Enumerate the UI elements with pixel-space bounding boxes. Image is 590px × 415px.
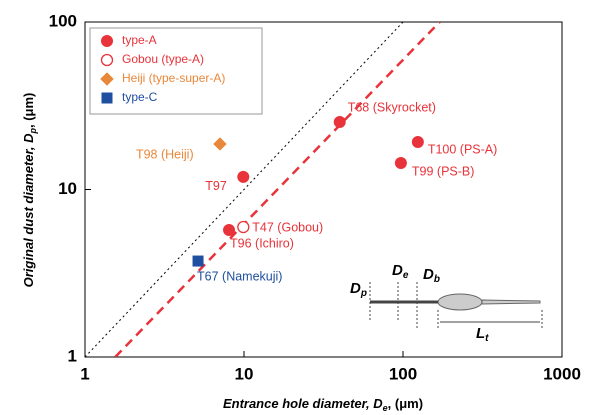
legend-label: Heiji (type-super-A) [122,71,225,85]
inset-sub: p [360,288,367,299]
inset-label: Db [423,266,440,285]
x-tick-label: 100 [389,364,417,383]
point [237,170,250,183]
point-label: T99 (PS-B) [412,164,475,178]
inset-tail [481,299,541,305]
point [411,136,424,149]
inset-bulb [437,293,483,311]
legend-marker [101,35,113,47]
reference-line [114,22,441,357]
x-label-text: Entrance hole diameter, [223,396,373,411]
point-label: T47 (Gobou) [252,220,323,234]
x-tick-label: 10 [235,364,254,383]
point [333,115,346,128]
reference-line [85,22,404,357]
legend-marker [100,53,114,67]
y-label-unit: , (μm) [21,93,36,128]
legend-marker [100,72,114,86]
inset-diagram: Dp De Db Lt [350,262,543,344]
y-tick-label: 100 [49,11,77,30]
x-label-symbol: D [373,396,383,411]
inset-label: Dp [350,280,367,299]
legend-label: Gobou (type-A) [122,52,204,66]
point [213,137,227,151]
point-label: T67 (Namekuji) [197,269,282,283]
x-axis-label: Entrance hole diameter, De, (μm) [223,396,423,413]
y-tick-label: 1 [68,346,77,365]
point [223,224,236,237]
x-tick-label: 1000 [543,364,581,383]
inset-label: Lt [476,325,489,344]
point [192,255,204,267]
inset-sub: b [434,274,440,285]
y-label-text: Original dust diameter, [21,143,36,287]
point-label: T97 [205,179,227,193]
inset-symbol: D [350,280,361,297]
inset-symbol: D [392,262,403,279]
y-tick-label: 10 [58,179,77,198]
legend-label: type-A [122,33,157,47]
y-label-sub: p [28,128,38,135]
inset-sub: e [403,270,409,281]
legend-box [89,27,263,115]
legend-label: type-C [122,90,158,104]
x-tick-label: 1 [80,364,89,383]
x-label-sub: e [383,403,388,413]
inset-sub: t [485,333,489,344]
inset-label: De [392,262,409,281]
y-label-symbol: D [21,133,36,143]
x-label-unit: , (μm) [388,396,423,411]
point-label: T98 (Heiji) [136,147,194,161]
point-label: T100 (PS-A) [428,142,497,156]
y-axis-label: Original dust diameter, Dp, (μm) [21,93,38,288]
inset-symbol: L [476,325,485,342]
inset-symbol: D [423,266,434,283]
point [237,220,250,234]
point [394,156,407,169]
point-label: T96 (Ichiro) [230,236,294,250]
point-label: T68 (Skyrocket) [348,100,436,114]
legend-marker [101,92,113,104]
legend: type-A Gobou (type-A) Heiji (type-super-A)… [89,27,263,115]
